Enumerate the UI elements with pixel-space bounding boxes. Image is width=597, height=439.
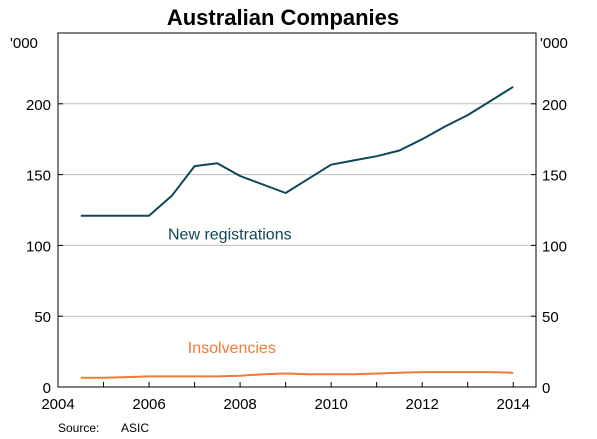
x-tick-label: 2004 [41, 396, 74, 413]
y-unit-left: '000 [10, 35, 38, 52]
y-tick-label-left: 0 [43, 380, 51, 397]
source-value: ASIC [121, 421, 149, 435]
x-tick-label: 2014 [497, 396, 530, 413]
y-tick-label-right: 0 [542, 380, 550, 397]
y-unit-right: '000 [540, 35, 568, 52]
y-tick-label-right: 50 [542, 309, 559, 326]
y-tick-label-left: 50 [34, 309, 51, 326]
plot-frame [57, 32, 537, 388]
y-tick-label-right: 100 [542, 238, 567, 255]
series-lines: New registrations Insolvencies [80, 85, 514, 379]
tick-labels: 0 0 50 50 100 100 150 150 200 200 2004 2006 2008 2010… [26, 97, 567, 413]
y-tick-label-right: 200 [542, 97, 567, 114]
y-tick-label-left: 150 [26, 168, 51, 185]
series-line-insolvencies [80, 371, 514, 379]
y-tick-label-left: 100 [26, 238, 51, 255]
x-tick-label: 2006 [132, 396, 165, 413]
x-tick-label: 2012 [406, 396, 439, 413]
series-line-new-registrations [80, 85, 514, 217]
series-label-new-registrations: New registrations [168, 227, 292, 244]
gridlines [58, 103, 536, 317]
source-label: Source: [58, 421, 99, 435]
x-tick-label: 2008 [223, 396, 256, 413]
x-tick-label: 2010 [314, 396, 347, 413]
y-tick-label-right: 150 [542, 168, 567, 185]
chart-title: Australian Companies [167, 5, 399, 30]
y-tick-label-left: 200 [26, 97, 51, 114]
series-label-insolvencies: Insolvencies [188, 340, 276, 357]
axis-ticks [57, 103, 536, 388]
